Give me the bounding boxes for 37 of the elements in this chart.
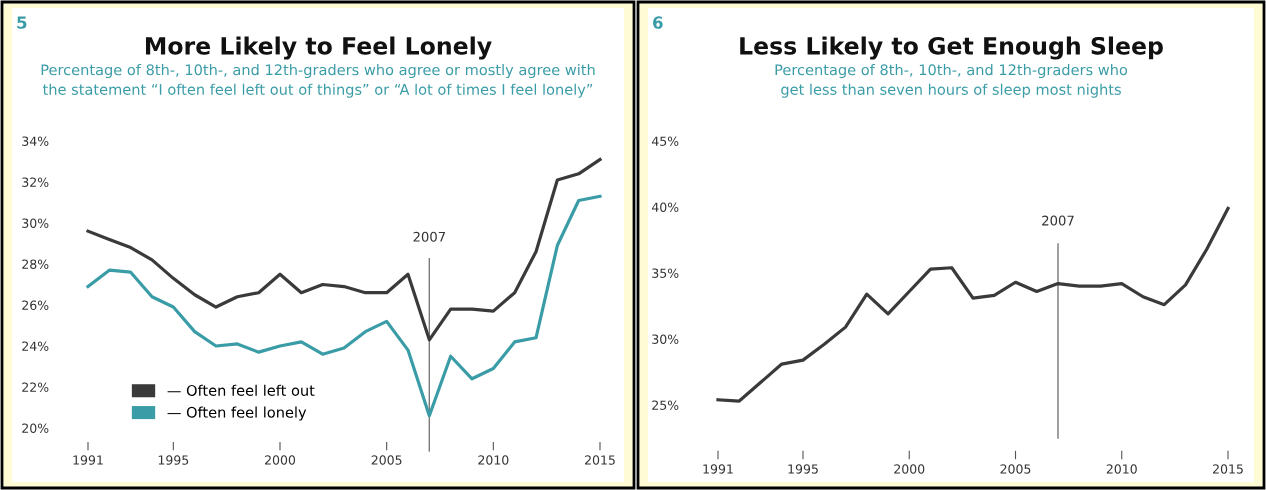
y-tick-label: 24%: [22, 341, 49, 351]
y-tick-label: 30%: [22, 218, 49, 228]
y-tick-label: 20%: [22, 423, 49, 433]
text: 6: [653, 16, 663, 29]
chart-subtitle: Percentage of 8th-, 10th-, and 12th-graders who get less than seven hours of sleep most nights: [775, 64, 1128, 98]
legend-label: — Often feel lonely: [167, 406, 307, 421]
x-tick-label: 2005: [1000, 464, 1031, 474]
y-tick-label: 26%: [22, 300, 49, 310]
x-tick-label: 1991: [703, 464, 733, 474]
y-tick-label: 34%: [22, 136, 49, 146]
x-tick-label: 1995: [788, 464, 818, 474]
x-tick-label: 2005: [371, 455, 402, 465]
y-tick-label: 40%: [651, 202, 679, 212]
line-series: [86, 157, 602, 342]
legend-label: — Often feel left out: [167, 384, 315, 396]
x-tick-label: 2015: [585, 455, 615, 465]
x-tick-label: 2010: [1106, 464, 1137, 474]
x-tick-label: 1995: [158, 455, 189, 465]
x-tick-label: 2000: [894, 464, 925, 474]
x-tick-label: 2000: [265, 455, 296, 465]
y-tick-label: 45%: [651, 136, 679, 146]
chart-title: Less Likely to Get Enough Sleep: [740, 36, 1163, 60]
x-tick-label: 2015: [1213, 464, 1243, 474]
y-tick-label: 30%: [652, 334, 679, 344]
ref-line-label: 2007: [413, 231, 445, 242]
chart-title: More Likely to Feel Lonely: [145, 36, 492, 60]
y-tick-label: 25%: [652, 400, 679, 410]
x-tick-label: 2010: [478, 455, 509, 465]
line-series: [716, 206, 1230, 403]
ref-line-label: 2007: [1042, 215, 1074, 226]
text: 5: [17, 16, 27, 29]
chart-subtitle: Percentage of 8th-, 10th-, and 12th-graders who agree or mostly agree with the statement “I often feel left out of things” or “A lot of times I feel lonely”: [41, 64, 595, 98]
x-tick-label: 1991: [73, 455, 103, 465]
y-tick-label: 35%: [652, 268, 679, 278]
y-tick-label: 32%: [22, 177, 49, 187]
y-tick-label: 22%: [22, 382, 49, 392]
y-tick-label: 28%: [22, 259, 49, 269]
